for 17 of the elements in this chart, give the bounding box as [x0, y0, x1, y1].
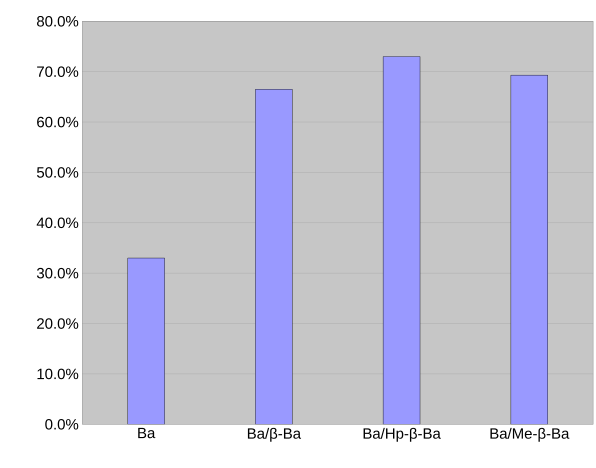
y-tick-label: 50.0% [36, 166, 78, 178]
bar [255, 88, 293, 424]
bar [510, 74, 548, 424]
x-tick-label: Ba/β-Ba [248, 428, 302, 442]
x-tick-label: Ba [138, 428, 156, 438]
y-tick-label: 0.0% [45, 418, 78, 430]
bar [128, 258, 165, 424]
y-tick-label: 60.0% [37, 116, 78, 128]
bar [382, 56, 420, 424]
y-tick-label: 30.0% [36, 268, 78, 278]
x-tick-label: Ba/Me-β-Ba [490, 428, 570, 442]
y-tick-label: 80.0% [37, 16, 78, 26]
y-tick-label: 70.0% [37, 66, 78, 77]
x-tick-label: Ba/Hp-β-Ba [364, 428, 441, 442]
y-tick-label: 40.0% [36, 217, 78, 228]
y-tick-label: 10.0% [38, 368, 78, 380]
y-tick-label: 20.0% [37, 318, 78, 329]
